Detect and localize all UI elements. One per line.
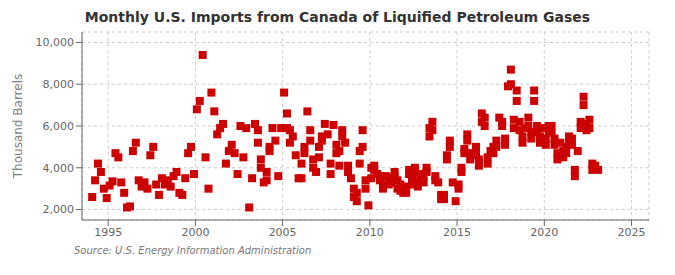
svg-text:2010: 2010 — [356, 226, 384, 239]
svg-text:10,000: 10,000 — [36, 36, 75, 49]
svg-text:2000: 2000 — [181, 226, 209, 239]
svg-text:2,000: 2,000 — [43, 203, 75, 216]
html-text:Monthly U.S. Imports from Cana: Monthly U.S. Imports from Canada of Liqu… — [84, 9, 591, 25]
html-text:Source: U.S. Energy Informatio: Source: U.S. Energy Information Administ… — [74, 245, 312, 256]
svg-text:8,000: 8,000 — [43, 78, 75, 91]
svg-text:2025: 2025 — [618, 226, 646, 239]
svg-text:6,000: 6,000 — [43, 120, 75, 133]
svg-text:2020: 2020 — [530, 226, 558, 239]
svg-text:1995: 1995 — [94, 226, 122, 239]
svg-text:4,000: 4,000 — [43, 162, 75, 175]
svg-text:2005: 2005 — [269, 226, 297, 239]
svg-text:2015: 2015 — [443, 226, 471, 239]
svg-text:Thousand Barrels: Thousand Barrels — [11, 74, 25, 179]
